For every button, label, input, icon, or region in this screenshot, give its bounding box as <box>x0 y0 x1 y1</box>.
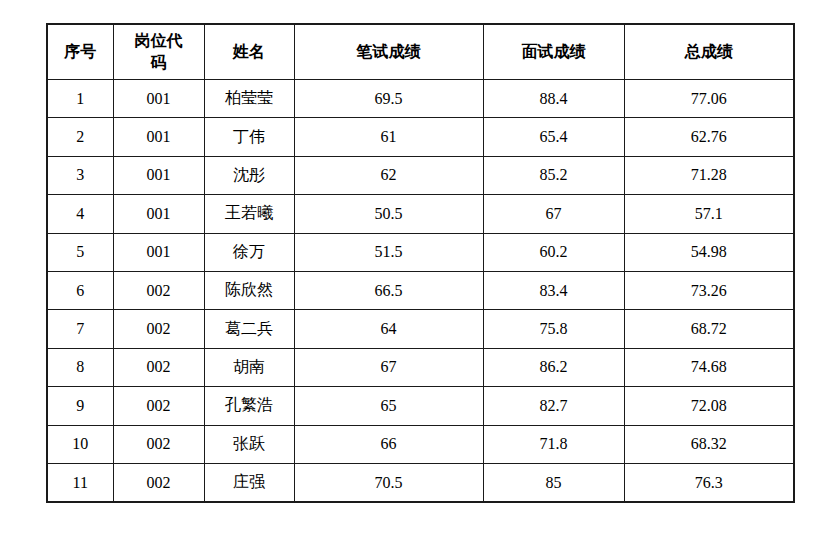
cell-name: 王若曦 <box>204 195 294 233</box>
cell-interview-score: 71.8 <box>483 425 624 463</box>
cell-position-code: 002 <box>113 387 204 425</box>
header-index: 序号 <box>47 24 113 80</box>
table-row: 5001徐万51.560.254.98 <box>47 233 794 271</box>
cell-position-code: 002 <box>113 348 204 386</box>
cell-total-score: 73.26 <box>624 271 794 309</box>
cell-position-code: 002 <box>113 310 204 348</box>
cell-name: 丁伟 <box>204 118 294 156</box>
cell-written-score: 67 <box>294 348 483 386</box>
cell-written-score: 51.5 <box>294 233 483 271</box>
table-row: 1001柏莹莹69.588.477.06 <box>47 80 794 118</box>
cell-total-score: 68.72 <box>624 310 794 348</box>
cell-interview-score: 65.4 <box>483 118 624 156</box>
cell-written-score: 66.5 <box>294 271 483 309</box>
cell-total-score: 74.68 <box>624 348 794 386</box>
cell-interview-score: 85 <box>483 463 624 502</box>
cell-written-score: 62 <box>294 156 483 194</box>
table-row: 8002胡南6786.274.68 <box>47 348 794 386</box>
table-row: 2001丁伟6165.462.76 <box>47 118 794 156</box>
table-row: 10002张跃6671.868.32 <box>47 425 794 463</box>
header-row: 序号岗位代码姓名笔试成绩面试成绩总成绩 <box>47 24 794 80</box>
header-interview-score: 面试成绩 <box>483 24 624 80</box>
cell-index: 7 <box>47 310 113 348</box>
cell-index: 8 <box>47 348 113 386</box>
cell-index: 4 <box>47 195 113 233</box>
cell-position-code: 001 <box>113 233 204 271</box>
cell-index: 3 <box>47 156 113 194</box>
cell-total-score: 68.32 <box>624 425 794 463</box>
table-body: 1001柏莹莹69.588.477.062001丁伟6165.462.76300… <box>47 80 794 503</box>
table-row: 3001沈彤6285.271.28 <box>47 156 794 194</box>
cell-interview-score: 82.7 <box>483 387 624 425</box>
cell-index: 5 <box>47 233 113 271</box>
table-row: 4001王若曦50.56757.1 <box>47 195 794 233</box>
table-row: 11002庄强70.58576.3 <box>47 463 794 502</box>
cell-total-score: 76.3 <box>624 463 794 502</box>
cell-written-score: 64 <box>294 310 483 348</box>
cell-total-score: 72.08 <box>624 387 794 425</box>
cell-position-code: 001 <box>113 118 204 156</box>
cell-name: 庄强 <box>204 463 294 502</box>
cell-name: 葛二兵 <box>204 310 294 348</box>
cell-interview-score: 83.4 <box>483 271 624 309</box>
cell-written-score: 70.5 <box>294 463 483 502</box>
cell-index: 10 <box>47 425 113 463</box>
cell-position-code: 002 <box>113 425 204 463</box>
score-table-container: 序号岗位代码姓名笔试成绩面试成绩总成绩 1001柏莹莹69.588.477.06… <box>46 23 795 503</box>
score-table: 序号岗位代码姓名笔试成绩面试成绩总成绩 1001柏莹莹69.588.477.06… <box>46 23 795 503</box>
cell-written-score: 61 <box>294 118 483 156</box>
cell-name: 胡南 <box>204 348 294 386</box>
cell-position-code: 001 <box>113 195 204 233</box>
table-row: 9002孔繁浩6582.772.08 <box>47 387 794 425</box>
header-name: 姓名 <box>204 24 294 80</box>
cell-name: 柏莹莹 <box>204 80 294 118</box>
cell-position-code: 002 <box>113 463 204 502</box>
cell-name: 张跃 <box>204 425 294 463</box>
cell-total-score: 57.1 <box>624 195 794 233</box>
cell-interview-score: 88.4 <box>483 80 624 118</box>
cell-interview-score: 60.2 <box>483 233 624 271</box>
cell-index: 9 <box>47 387 113 425</box>
cell-total-score: 71.28 <box>624 156 794 194</box>
cell-index: 2 <box>47 118 113 156</box>
cell-written-score: 65 <box>294 387 483 425</box>
cell-name: 徐万 <box>204 233 294 271</box>
cell-interview-score: 85.2 <box>483 156 624 194</box>
cell-name: 孔繁浩 <box>204 387 294 425</box>
cell-index: 6 <box>47 271 113 309</box>
cell-total-score: 77.06 <box>624 80 794 118</box>
cell-interview-score: 86.2 <box>483 348 624 386</box>
cell-written-score: 66 <box>294 425 483 463</box>
cell-interview-score: 67 <box>483 195 624 233</box>
cell-position-code: 001 <box>113 80 204 118</box>
header-written-score: 笔试成绩 <box>294 24 483 80</box>
cell-position-code: 002 <box>113 271 204 309</box>
cell-index: 11 <box>47 463 113 502</box>
cell-written-score: 50.5 <box>294 195 483 233</box>
cell-total-score: 54.98 <box>624 233 794 271</box>
cell-name: 陈欣然 <box>204 271 294 309</box>
cell-interview-score: 75.8 <box>483 310 624 348</box>
header-position-code: 岗位代码 <box>113 24 204 80</box>
header-total-score: 总成绩 <box>624 24 794 80</box>
table-row: 7002葛二兵6475.868.72 <box>47 310 794 348</box>
cell-name: 沈彤 <box>204 156 294 194</box>
cell-written-score: 69.5 <box>294 80 483 118</box>
table-row: 6002陈欣然66.583.473.26 <box>47 271 794 309</box>
cell-index: 1 <box>47 80 113 118</box>
cell-total-score: 62.76 <box>624 118 794 156</box>
cell-position-code: 001 <box>113 156 204 194</box>
